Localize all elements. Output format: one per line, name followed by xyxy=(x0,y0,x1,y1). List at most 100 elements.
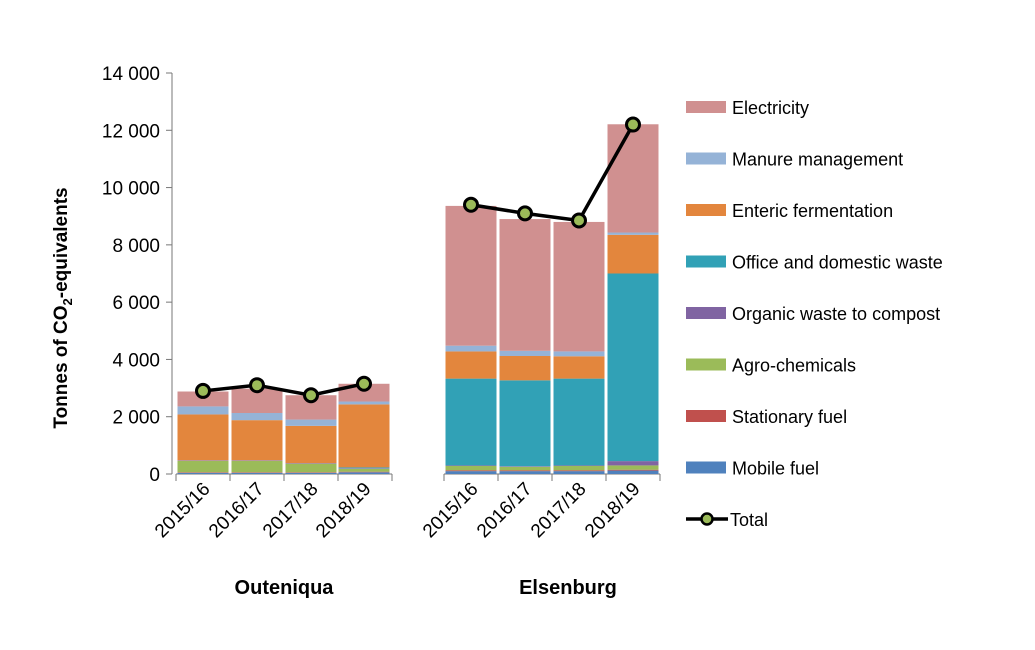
legend-swatch xyxy=(686,255,726,268)
bar-segment xyxy=(177,414,229,461)
bar-segment xyxy=(231,420,283,461)
bar-segment xyxy=(285,472,337,473)
y-tick-label: 10 000 xyxy=(102,179,160,200)
y-tick-label: 6 000 xyxy=(112,293,160,314)
total-point xyxy=(625,116,641,133)
bar-segment xyxy=(499,350,551,356)
bar-segment xyxy=(338,471,390,473)
x-category-label: 2015/16 xyxy=(151,479,214,542)
bar-segment xyxy=(445,470,497,472)
x-category-label: 2018/19 xyxy=(312,479,375,542)
x-category-label: 2017/18 xyxy=(259,479,322,542)
legend-label: Enteric fermentation xyxy=(732,201,893,221)
total-line xyxy=(470,123,635,223)
bar-segment xyxy=(499,470,551,472)
x-category-label: 2015/16 xyxy=(419,479,482,542)
y-tick-label: 8 000 xyxy=(112,236,160,257)
bar-segment xyxy=(177,460,229,473)
bar-segment xyxy=(607,470,659,474)
y-tick-label: 12 000 xyxy=(102,121,160,142)
legend-label: Total xyxy=(730,510,768,530)
bar-segment xyxy=(499,219,551,351)
bar-segment xyxy=(177,472,229,474)
legend-swatch xyxy=(686,204,726,216)
bar-segment xyxy=(285,472,337,474)
bar-segment xyxy=(177,460,229,461)
bar-segment xyxy=(445,471,497,474)
bar-segment xyxy=(338,468,390,472)
y-axis-title: Tonnes of CO2-equivalents xyxy=(51,187,75,428)
y-tick-label: 0 xyxy=(149,465,160,486)
total-point xyxy=(356,375,372,392)
bar-segment xyxy=(231,412,283,421)
bar-segment xyxy=(553,356,605,379)
x-category-label: 2016/17 xyxy=(473,479,536,542)
bar-segment xyxy=(553,465,605,471)
legend-swatch xyxy=(686,101,726,113)
bar-segment xyxy=(445,205,497,346)
bar-segment xyxy=(285,419,337,426)
total-point xyxy=(249,377,265,394)
bar-segment xyxy=(338,401,390,405)
bar-segment xyxy=(607,469,659,471)
bar-segment xyxy=(231,472,283,473)
x-category-label: 2016/17 xyxy=(205,479,268,542)
bar-segment xyxy=(445,345,497,352)
bar-segment xyxy=(553,378,605,466)
legend-swatch xyxy=(686,358,726,371)
bar-segment xyxy=(607,461,659,466)
bar-segment xyxy=(231,472,283,474)
legend-swatch xyxy=(686,152,726,165)
bar-segment xyxy=(338,467,390,469)
bar-segment xyxy=(338,404,390,468)
bar-segment xyxy=(177,406,229,415)
legend-label: Organic waste to compost xyxy=(732,304,940,324)
bar-segment xyxy=(553,351,605,357)
legend-label: Mobile fuel xyxy=(732,459,819,479)
bar-segment xyxy=(607,273,659,462)
legend-label: Stationary fuel xyxy=(732,407,847,427)
total-point xyxy=(195,382,211,399)
legend-total-marker xyxy=(700,512,714,526)
total-line xyxy=(202,382,365,398)
bar-segment xyxy=(499,380,551,467)
bar-segment xyxy=(338,468,390,469)
legend-swatch xyxy=(686,307,726,319)
bar-segment xyxy=(445,378,497,466)
y-tick-label: 14 000 xyxy=(102,64,160,85)
bar-segment xyxy=(285,425,337,464)
legend-swatch xyxy=(686,461,726,474)
total-point xyxy=(571,212,587,229)
bar-segment xyxy=(607,232,659,235)
bar-segment xyxy=(553,221,605,352)
total-point xyxy=(517,205,533,222)
bar-segment xyxy=(338,472,390,474)
legend-swatch xyxy=(686,410,726,422)
bar-segment xyxy=(607,465,659,470)
total-point xyxy=(463,196,479,213)
x-category-label: 2017/18 xyxy=(527,479,590,542)
y-tick-label: 4 000 xyxy=(112,350,160,371)
bar-segment xyxy=(177,472,229,473)
bar-segment xyxy=(607,234,659,274)
bar-segment xyxy=(607,124,659,233)
bar-segment xyxy=(445,465,497,466)
bar-segment xyxy=(499,355,551,381)
x-category-label: 2018/19 xyxy=(581,479,644,542)
group-label: Elsenburg xyxy=(519,577,617,599)
bar-segment xyxy=(553,465,605,466)
bar-segment xyxy=(553,470,605,472)
bar-segment xyxy=(231,460,283,473)
bar-segment xyxy=(553,471,605,474)
total-point xyxy=(303,387,319,404)
bar-segment xyxy=(499,466,551,467)
bar-segment xyxy=(285,463,337,473)
y-tick-label: 2 000 xyxy=(112,408,160,429)
legend-label: Office and domestic waste xyxy=(732,253,943,273)
bar-segment xyxy=(285,463,337,464)
legend-label: Manure management xyxy=(732,150,903,170)
bar-segment xyxy=(499,466,551,471)
bar-segment xyxy=(231,460,283,461)
